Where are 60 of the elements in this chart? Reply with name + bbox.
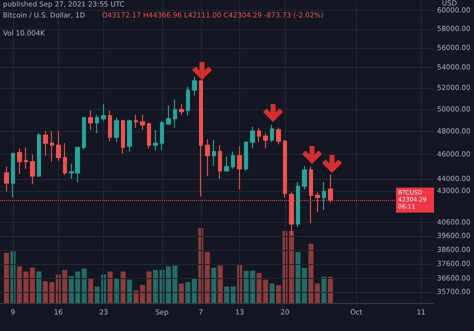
candlestick <box>186 86 190 116</box>
candlestick <box>37 132 41 178</box>
bar <box>178 284 184 303</box>
bar <box>270 284 275 303</box>
candlestick <box>147 122 151 149</box>
candlestick <box>24 146 28 170</box>
candlestick <box>50 130 54 162</box>
candlestick <box>296 182 300 228</box>
candlestick <box>11 152 15 198</box>
bar <box>127 280 132 303</box>
candlestick <box>270 124 274 143</box>
candlestick <box>315 192 320 212</box>
candlestick <box>302 165 307 190</box>
candlestick <box>237 146 242 190</box>
candlestick <box>218 144 222 180</box>
candlestick <box>224 156 229 172</box>
candlestick <box>4 166 9 192</box>
candlestick <box>173 98 177 128</box>
candlestick <box>95 114 99 134</box>
candlestick <box>114 117 119 143</box>
candlestick <box>276 127 281 145</box>
candlestick <box>166 104 171 126</box>
bar <box>108 272 113 303</box>
candlestick <box>140 114 145 130</box>
candlestick <box>101 104 106 122</box>
candlestick <box>82 117 86 150</box>
candlestick <box>257 127 261 143</box>
candlestick <box>283 140 287 198</box>
candlestick <box>309 166 313 224</box>
candlestick <box>231 150 235 170</box>
candlestick <box>43 130 48 156</box>
candlestick <box>121 119 125 154</box>
candlestick <box>30 154 35 185</box>
candlestick <box>244 140 248 172</box>
candlestick <box>134 114 138 128</box>
bar <box>120 272 126 303</box>
bar <box>328 276 333 303</box>
candlestick <box>212 140 216 166</box>
bar <box>211 268 216 303</box>
candlestick <box>322 182 326 210</box>
bar <box>4 252 9 303</box>
bar <box>36 272 42 303</box>
bar <box>218 266 223 303</box>
candlestick <box>179 104 184 116</box>
bar <box>114 279 120 303</box>
candlestick <box>205 138 210 177</box>
candlestick <box>63 142 67 176</box>
candlestick <box>263 132 268 149</box>
candlestick <box>56 130 61 162</box>
candlestick <box>328 174 333 204</box>
candlestick <box>108 110 112 142</box>
candlestick <box>17 148 22 174</box>
candlestick <box>250 126 255 149</box>
candlestick <box>88 110 93 130</box>
candlestick <box>160 120 164 151</box>
candlestick <box>127 119 132 152</box>
candlestick <box>192 76 197 96</box>
bar <box>88 278 94 303</box>
candlestick <box>153 129 158 151</box>
bar <box>321 276 326 303</box>
